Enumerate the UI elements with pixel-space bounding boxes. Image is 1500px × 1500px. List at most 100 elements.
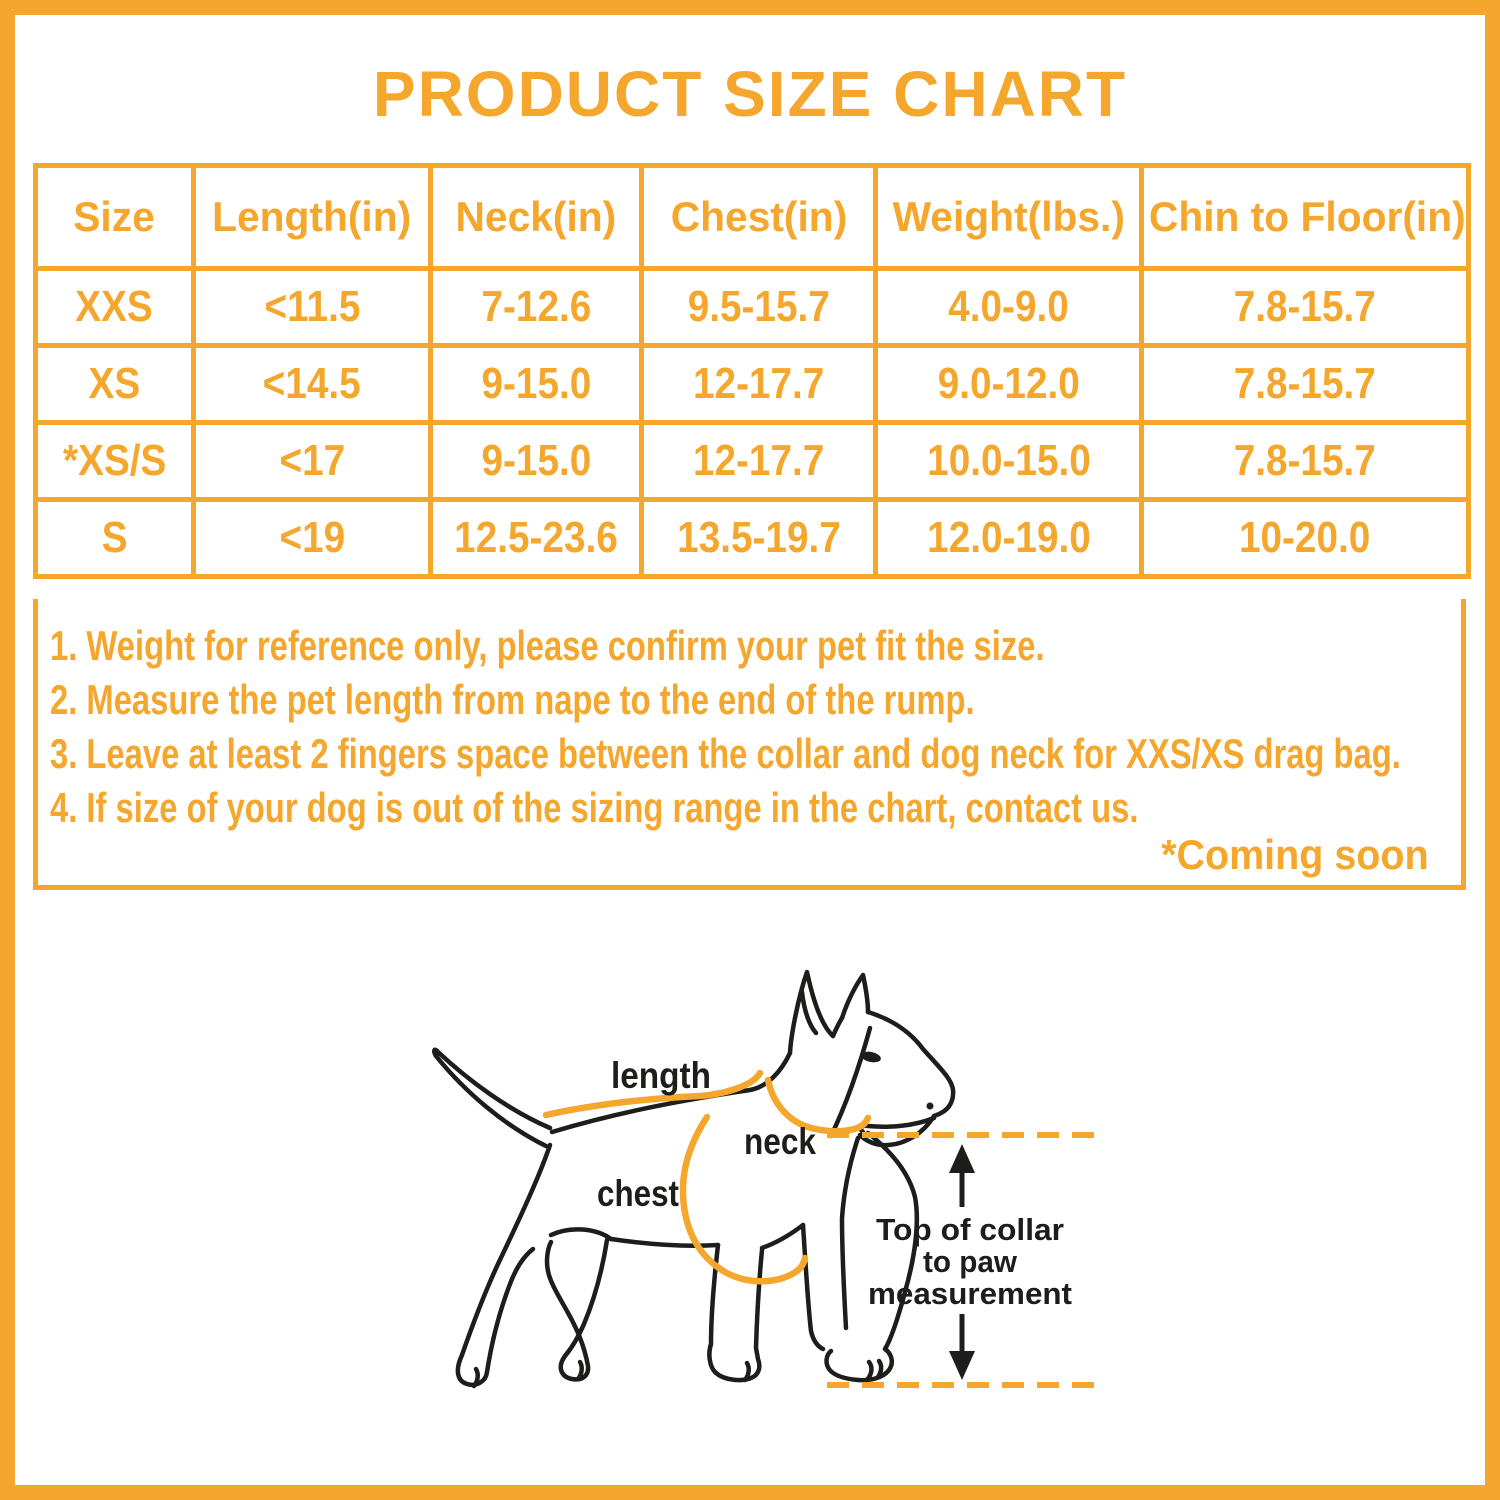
size-table-header-row: Size Length(in) Neck(in) Chest(in) Weigh… — [33, 163, 1471, 271]
cell-weight: 4.0-9.0 — [873, 266, 1144, 348]
cell-text: 7.8-15.7 — [1233, 282, 1377, 331]
cell-neck: 9-15.0 — [428, 420, 644, 502]
cell-length: <11.5 — [191, 266, 433, 348]
dog-front-far-toe — [742, 1360, 751, 1383]
dog-head-face — [865, 1009, 956, 1119]
cell-length: <19 — [191, 497, 433, 579]
cell-size: XXS — [33, 266, 196, 348]
arrow-shaft-upper — [959, 1171, 965, 1207]
size-row-s: S <19 12.5-23.6 13.5-19.7 12.0-19.0 10-2… — [33, 497, 1471, 579]
header-chin-to-floor-text: Chin to Floor(in) — [1148, 193, 1466, 240]
dog-neck-front-line — [839, 1135, 861, 1331]
cell-text: 12-17.7 — [692, 436, 825, 485]
note-line-1: 1. Weight for reference only, please con… — [50, 619, 1447, 673]
neck-label: neck — [744, 1121, 816, 1162]
dog-rear-near-leg — [544, 1237, 610, 1382]
dog-left-ear — [787, 969, 836, 1056]
header-length: Length(in) — [191, 163, 433, 271]
note-text: 1. Weight for reference only, please con… — [50, 622, 1045, 669]
header-chin-to-floor: Chin to Floor(in) — [1139, 163, 1471, 271]
dog-rear-far-leg — [455, 1142, 553, 1387]
dog-rear-near-toe — [575, 1359, 584, 1382]
dog-front-near-paw — [824, 1346, 895, 1383]
dog-rear-far-toe — [471, 1366, 480, 1389]
cell-text: 12-17.7 — [692, 359, 825, 408]
cell-text: 9-15.0 — [481, 436, 591, 485]
cell-chest: 12-17.7 — [639, 343, 878, 425]
header-weight: Weight(lbs.) — [873, 163, 1144, 271]
cell-neck: 9-15.0 — [428, 343, 644, 425]
dog-neck-side-line — [828, 1025, 873, 1139]
cell-text: 13.5-19.7 — [676, 513, 841, 562]
cell-weight: 9.0-12.0 — [873, 343, 1144, 425]
cell-length: <17 — [191, 420, 433, 502]
page-title: PRODUCT SIZE CHART — [0, 62, 1500, 126]
cell-size: XS — [33, 343, 196, 425]
cell-text: 9-15.0 — [481, 359, 591, 408]
dog-tail — [432, 1047, 553, 1149]
cell-text: 12.5-23.6 — [454, 513, 618, 562]
dog-eye — [861, 1051, 881, 1063]
cell-size: S — [33, 497, 196, 579]
header-weight-text: Weight(lbs.) — [892, 193, 1125, 240]
dog-brisket-line — [759, 1222, 806, 1251]
dog-right-ear — [839, 972, 871, 1021]
arrow-shaft-lower — [959, 1314, 965, 1351]
dog-chin — [857, 1113, 937, 1148]
neck-measure-line — [764, 1076, 872, 1135]
cell-text: *XS/S — [62, 436, 167, 485]
cell-text: 10-20.0 — [1239, 513, 1371, 562]
note-text: 4. If size of your dog is out of the siz… — [50, 784, 1139, 831]
dog-left-ear-inner — [799, 989, 819, 1036]
header-size-text: Size — [73, 193, 156, 240]
dog-brow — [830, 1015, 845, 1039]
size-row-xs-s: *XS/S <17 9-15.0 12-17.7 10.0-15.0 7.8-1… — [33, 420, 1471, 502]
header-chest-text: Chest(in) — [670, 193, 847, 240]
length-measure-line — [542, 1069, 764, 1119]
dog-outline — [432, 969, 956, 1389]
size-row-xs: XS <14.5 9-15.0 12-17.7 9.0-12.0 7.8-15.… — [33, 343, 1471, 425]
cell-chin-to-floor: 7.8-15.7 — [1139, 266, 1471, 348]
cell-text: 7.8-15.7 — [1233, 359, 1377, 408]
dog-front-near-toe-2 — [875, 1358, 884, 1380]
cell-chin-to-floor: 7.8-15.7 — [1139, 420, 1471, 502]
cell-chest: 13.5-19.7 — [639, 497, 878, 579]
cell-text: S — [101, 513, 128, 562]
cell-text: 4.0-9.0 — [948, 282, 1069, 331]
cell-chin-to-floor: 10-20.0 — [1139, 497, 1471, 579]
cell-text: <19 — [279, 513, 345, 562]
header-length-text: Length(in) — [212, 193, 412, 240]
cell-text: 10.0-15.0 — [926, 436, 1091, 485]
dog-nostril — [926, 1102, 934, 1110]
dog-front-near-toe-1 — [864, 1359, 874, 1383]
collar-to-paw-arrow — [949, 1144, 975, 1380]
dog-front-near-leg-back-edge — [800, 1222, 826, 1352]
length-label: length — [611, 1055, 711, 1096]
caption-line-1: Top of collar — [876, 1212, 1064, 1247]
cell-text: 9.0-12.0 — [937, 359, 1080, 408]
cell-neck: 7-12.6 — [428, 266, 644, 348]
notes-box: 1. Weight for reference only, please con… — [33, 599, 1466, 890]
size-row-xxs: XXS <11.5 7-12.6 9.5-15.7 4.0-9.0 7.8-15… — [33, 266, 1471, 348]
dog-measurement-diagram: length neck chest Top of collar to paw m… — [432, 969, 1105, 1389]
cell-chest: 9.5-15.7 — [639, 266, 878, 348]
note-text: 3. Leave at least 2 fingers space betwee… — [50, 730, 1401, 777]
note-line-2: 2. Measure the pet length from nape to t… — [50, 673, 1447, 727]
cell-text: XS — [88, 359, 141, 408]
cell-weight: 10.0-15.0 — [873, 420, 1144, 502]
header-size: Size — [33, 163, 196, 271]
chest-measure-line — [679, 1113, 809, 1285]
header-neck: Neck(in) — [428, 163, 644, 271]
cell-text: 7.8-15.7 — [1233, 436, 1377, 485]
size-table: Size Length(in) Neck(in) Chest(in) Weigh… — [33, 163, 1471, 579]
dog-chest-front-line — [865, 1130, 919, 1352]
coming-soon-footnote: *Coming soon — [1144, 831, 1429, 879]
cell-text: XXS — [75, 282, 154, 331]
cell-weight: 12.0-19.0 — [873, 497, 1144, 579]
coming-soon-text: *Coming soon — [1161, 831, 1429, 878]
note-text: 2. Measure the pet length from nape to t… — [50, 676, 975, 723]
cell-text: <17 — [279, 436, 345, 485]
caption-line-2: to paw — [923, 1244, 1018, 1279]
arrow-head-down — [949, 1351, 975, 1380]
cell-text: <14.5 — [263, 359, 361, 408]
